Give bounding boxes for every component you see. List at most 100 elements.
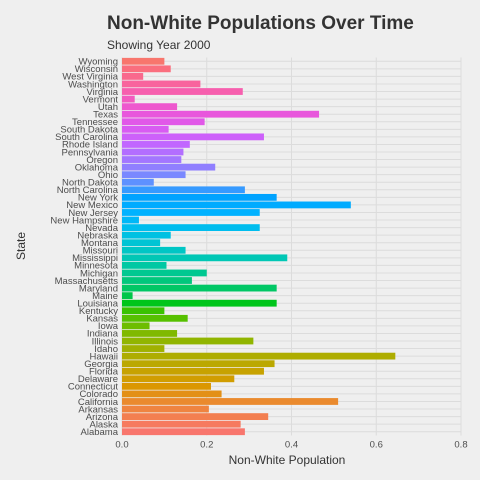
bar [122, 382, 211, 390]
bar [122, 254, 288, 262]
y-tick-label: Nebraska [77, 230, 118, 241]
bar [122, 330, 178, 337]
x-tick-label: 0.6 [370, 440, 383, 451]
y-tick-label: Washington [68, 79, 118, 90]
y-tick-label: Delaware [78, 374, 118, 385]
y-tick-label: Pennsylvania [61, 147, 118, 158]
x-tick-labels: 0.0 0.2 0.4 0.6 0.8 [115, 440, 467, 451]
bar [122, 65, 171, 73]
y-tick-label: Rhode Island [62, 140, 118, 151]
bar [122, 299, 277, 307]
bar [122, 156, 182, 163]
bar [122, 193, 277, 201]
bar [122, 103, 178, 111]
bar [122, 405, 209, 413]
bar [122, 209, 260, 216]
bar [122, 125, 169, 133]
x-tick-label: 0.2 [200, 440, 213, 451]
chart-subtitle: Showing Year 2000 [107, 38, 211, 52]
y-tick-label: Hawaii [89, 351, 118, 362]
y-tick-label: West Virginia [62, 72, 118, 83]
bar [122, 246, 186, 254]
y-tick-label: Maryland [79, 283, 118, 294]
bar [122, 141, 190, 148]
y-tick-label: Connecticut [68, 382, 119, 393]
y-tick-label: New York [78, 193, 118, 204]
bar [122, 88, 243, 95]
bar [122, 307, 165, 315]
x-tick-label: 0.8 [454, 440, 467, 451]
bar [122, 367, 264, 375]
y-tick-label: Colorado [79, 389, 118, 400]
bar [122, 186, 245, 194]
bar [122, 163, 216, 171]
y-tick-label: Michigan [80, 268, 118, 279]
y-tick-label: Maine [92, 291, 118, 302]
bars-layer [122, 57, 396, 436]
chart-title: Non-White Populations Over Time [107, 13, 414, 34]
x-tick-label: 0.0 [115, 440, 128, 451]
bar [122, 314, 188, 322]
bar [122, 133, 264, 141]
bar [122, 72, 144, 80]
bar [122, 413, 269, 421]
y-tick-label: Wyoming [78, 57, 118, 68]
bar [122, 171, 186, 179]
bar [122, 110, 320, 118]
bar [122, 292, 133, 300]
y-tick-labels: AlabamaAlaskaArizonaArkansasCaliforniaCo… [50, 57, 118, 438]
bar [122, 352, 396, 360]
y-tick-label: South Carolina [55, 132, 119, 143]
bar [122, 178, 154, 186]
x-tick-label: 0.4 [285, 440, 298, 451]
bar [122, 277, 192, 284]
y-tick-label: Wisconsin [75, 64, 118, 75]
bar [122, 231, 171, 239]
bar [122, 375, 235, 383]
y-axis-title: State [14, 232, 28, 260]
y-tick-label: Utah [98, 102, 118, 113]
y-tick-label: Alaska [89, 419, 118, 430]
y-tick-label: Minnesota [74, 261, 119, 272]
bar [122, 239, 161, 247]
bar [122, 322, 150, 330]
bar [122, 345, 165, 352]
y-tick-label: North Dakota [62, 178, 119, 189]
y-tick-label: North Carolina [57, 185, 119, 196]
y-tick-label: New Hampshire [50, 215, 118, 226]
y-tick-label: Ohio [98, 170, 118, 181]
bar [122, 269, 207, 277]
y-tick-label: Virginia [86, 87, 118, 98]
y-tick-label: Iowa [98, 321, 119, 332]
y-tick-label: Mississippi [72, 253, 118, 264]
y-tick-label: Louisiana [77, 299, 118, 310]
y-tick-label: Idaho [94, 344, 118, 355]
y-tick-label: Arizona [86, 412, 119, 423]
y-tick-label: Arkansas [78, 404, 118, 415]
bar [122, 148, 184, 156]
y-tick-label: Oklahoma [75, 162, 119, 173]
y-tick-label: Montana [81, 238, 119, 249]
y-tick-label: Massachusetts [55, 276, 119, 287]
x-axis-title: Non-White Population [229, 453, 346, 467]
y-tick-label: South Dakota [60, 125, 118, 136]
bar [122, 57, 165, 65]
bar [122, 261, 167, 269]
y-tick-label: Alabama [81, 427, 119, 438]
y-tick-label: Kansas [86, 314, 118, 325]
bar [122, 390, 222, 398]
y-tick-label: Georgia [84, 359, 119, 370]
bar [122, 337, 254, 345]
y-tick-label: New Jersey [68, 208, 118, 219]
bar [122, 428, 245, 436]
y-tick-label: Florida [89, 367, 119, 378]
y-tick-label: Nevada [85, 223, 118, 234]
y-tick-label: Vermont [83, 94, 119, 105]
bar [122, 118, 205, 126]
bar [122, 224, 260, 232]
y-tick-label: New Mexico [66, 200, 118, 211]
bar [122, 360, 275, 368]
y-tick-label: Missouri [83, 246, 118, 257]
bar [122, 216, 139, 224]
